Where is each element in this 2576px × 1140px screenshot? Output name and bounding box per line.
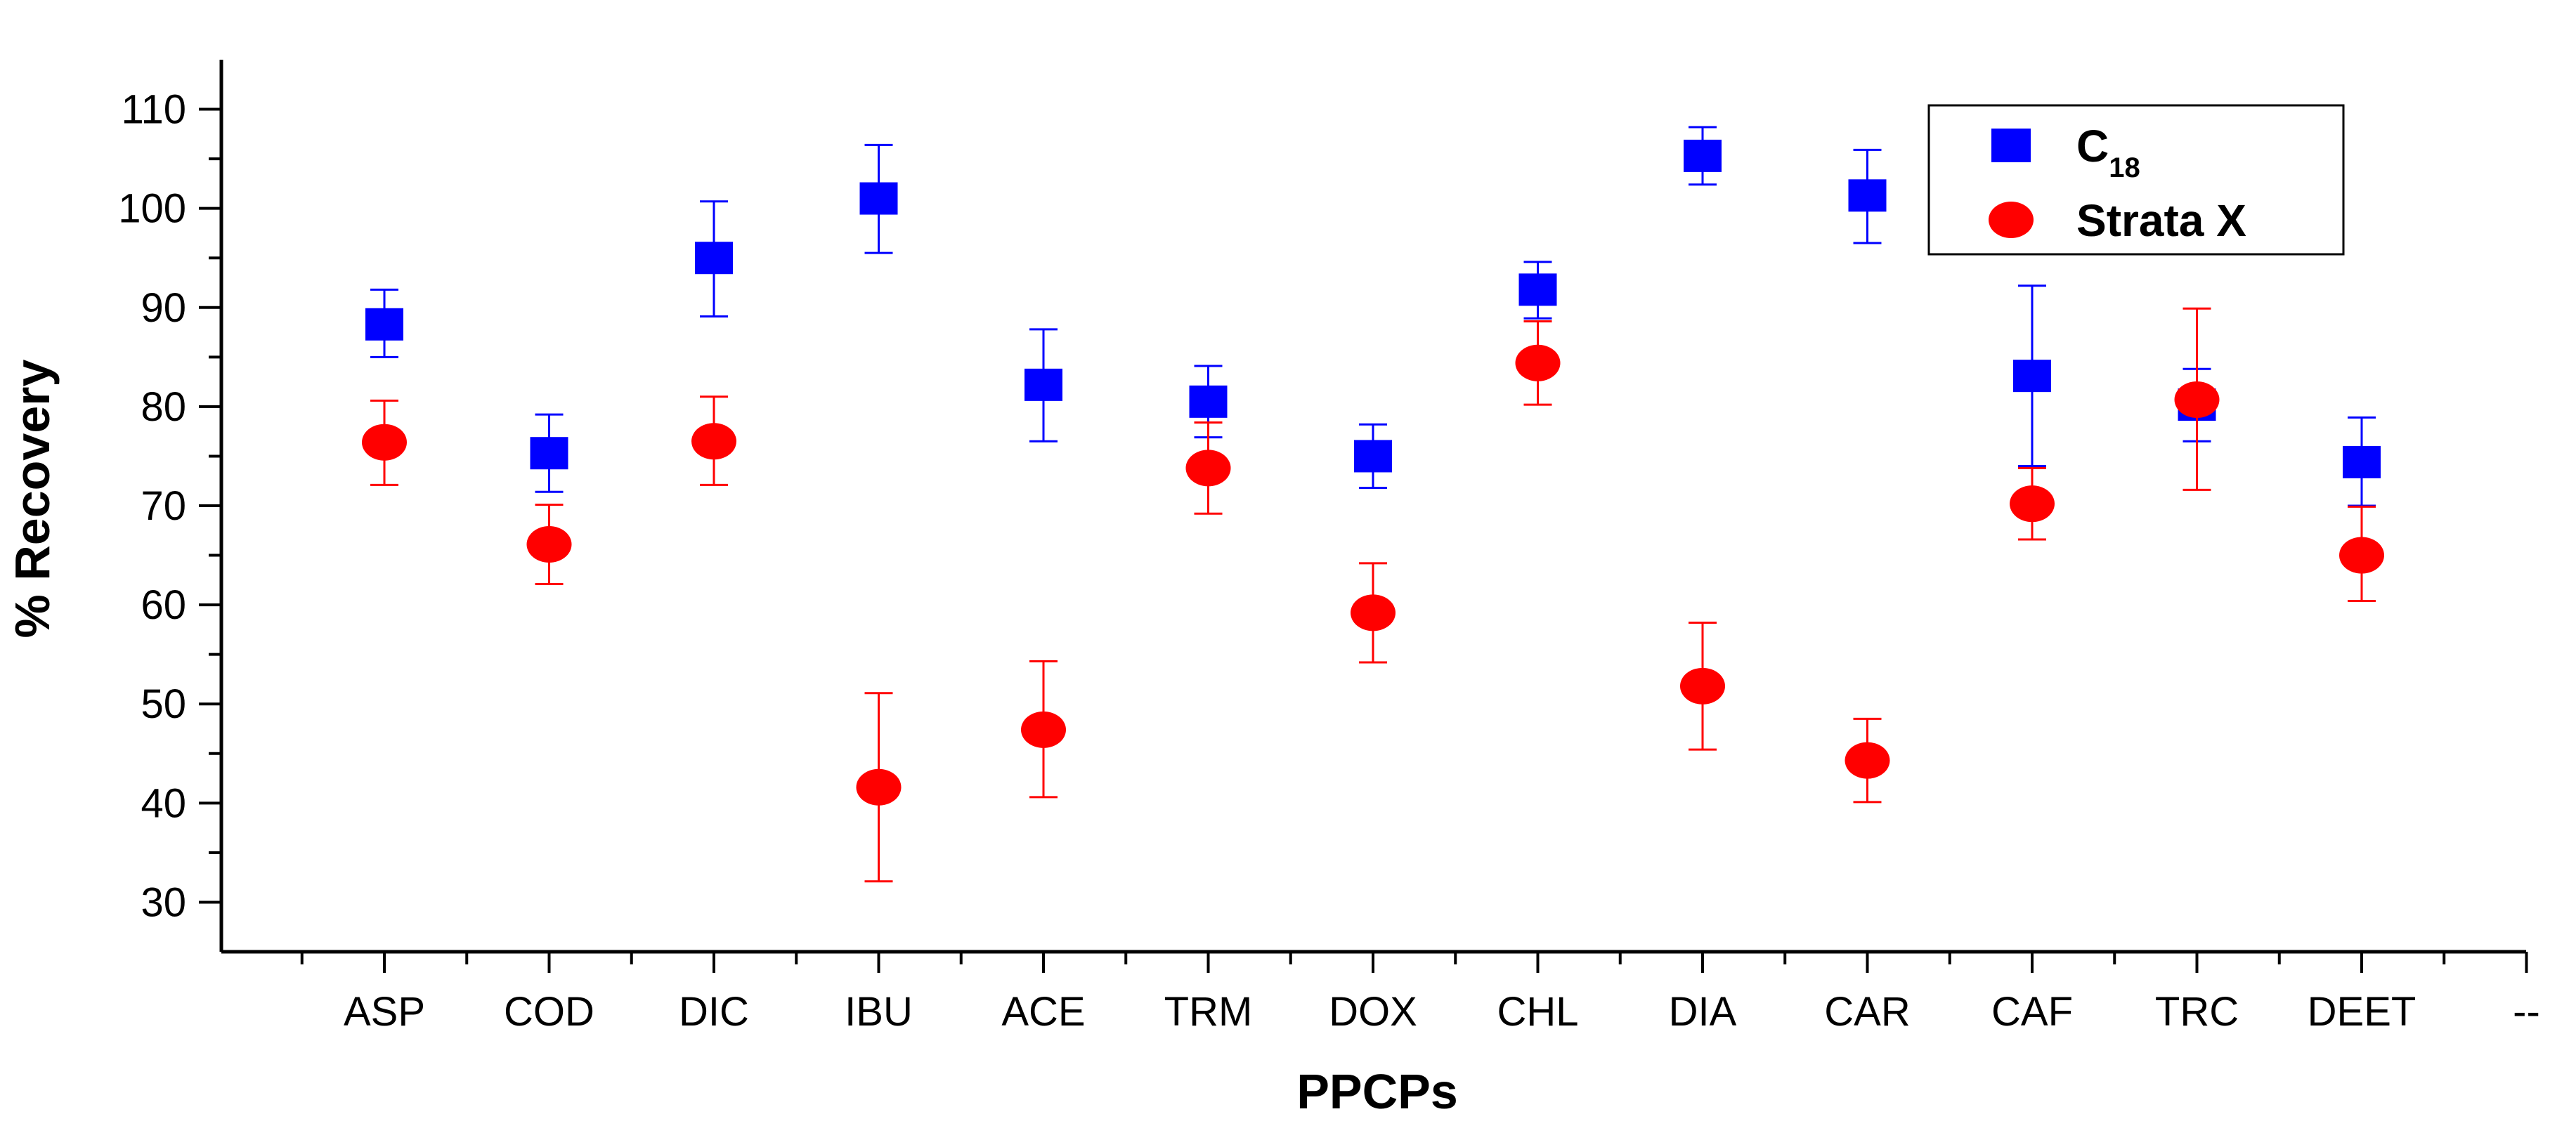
- data-point-square: [1518, 273, 1557, 306]
- series-strata-x: [362, 307, 2384, 883]
- x-tick-label: DIC: [679, 989, 749, 1035]
- x-tick-label: DOX: [1329, 989, 1417, 1035]
- data-point-square: [859, 182, 898, 215]
- x-tick-label: TRC: [2155, 989, 2239, 1035]
- series-layer: [362, 126, 2384, 883]
- data-point-circle: [691, 423, 736, 460]
- legend-label-c18: C18: [2076, 121, 2140, 183]
- x-tick-label: --: [2513, 989, 2540, 1035]
- data-point-square: [1024, 368, 1062, 401]
- data-point-circle: [2010, 485, 2055, 523]
- data-point-circle: [2339, 537, 2384, 574]
- legend-marker-c18: [1991, 129, 2031, 162]
- y-tick-label: 90: [141, 285, 186, 331]
- y-axis-title: % Recovery: [5, 359, 60, 638]
- data-point-circle: [1351, 594, 1396, 631]
- data-point-square: [1684, 139, 1722, 172]
- x-tick-label: IBU: [845, 989, 913, 1035]
- y-tick-label: 80: [141, 384, 186, 430]
- x-tick-label: ASP: [344, 989, 425, 1035]
- y-tick-labels: 30 40 50 60 70 80 90 100 110: [118, 87, 186, 926]
- data-point-circle: [1845, 742, 1890, 779]
- x-tick-label: CAR: [1824, 989, 1910, 1035]
- data-point-circle: [1185, 450, 1231, 487]
- x-tick-labels: ASP COD DIC IBU ACE TRM DOX CHL DIA CAR CAF TRC DEET…: [344, 989, 2540, 1035]
- legend-label-c18-main: C: [2076, 121, 2109, 171]
- data-point-square: [1354, 440, 1392, 473]
- legend-marker-strata-x: [1989, 202, 2034, 238]
- y-tick-label: 100: [118, 186, 186, 232]
- x-tick-label: TRM: [1164, 989, 1253, 1035]
- data-point-circle: [526, 526, 572, 563]
- x-axis-title: PPCPs: [1296, 1064, 1458, 1119]
- data-point-circle: [1515, 344, 1561, 381]
- data-point-square: [695, 242, 733, 275]
- data-point-circle: [1680, 667, 1725, 705]
- x-tick-label: DEET: [2308, 989, 2416, 1035]
- data-point-square: [530, 437, 568, 470]
- axes: [199, 60, 2528, 973]
- data-point-square: [365, 308, 403, 341]
- data-point-circle: [1021, 711, 1066, 748]
- x-tick-label: CHL: [1497, 989, 1578, 1035]
- x-tick-label: DIA: [1669, 989, 1737, 1035]
- x-tick-label: ACE: [1001, 989, 1085, 1035]
- y-tick-label: 70: [141, 483, 186, 529]
- x-tick-label: COD: [504, 989, 594, 1035]
- legend-label-c18-sub: 18: [2109, 152, 2140, 183]
- data-point-circle: [2174, 381, 2220, 419]
- data-point-square: [2013, 360, 2051, 393]
- data-point-circle: [362, 424, 407, 461]
- legend-label-strata-x: Strata X: [2076, 195, 2246, 246]
- data-point-square: [1189, 385, 1228, 418]
- data-point-square: [2343, 445, 2381, 478]
- y-tick-label: 40: [141, 780, 186, 826]
- y-tick-label: 30: [141, 879, 186, 925]
- y-tick-label: 50: [141, 681, 186, 727]
- legend: C18 Strata X: [1927, 104, 2345, 256]
- y-tick-label: 110: [122, 87, 186, 133]
- data-point-circle: [856, 768, 902, 806]
- x-tick-label: CAF: [1991, 989, 2073, 1035]
- data-point-square: [1848, 179, 1887, 212]
- y-tick-label: 60: [141, 582, 186, 628]
